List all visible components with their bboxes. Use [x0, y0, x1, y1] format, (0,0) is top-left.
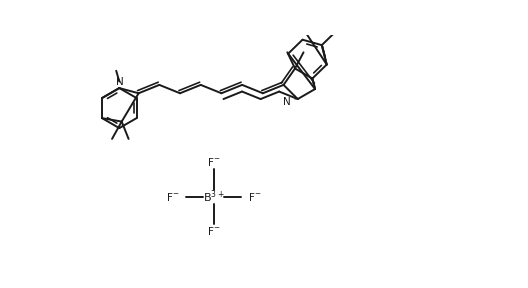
- Text: F$^{-}$: F$^{-}$: [166, 191, 179, 203]
- Text: N: N: [116, 77, 124, 86]
- Text: B$^{3+}$: B$^{3+}$: [203, 188, 224, 205]
- Text: N$^+$: N$^+$: [282, 94, 299, 107]
- Text: F$^{-}$: F$^{-}$: [248, 191, 262, 203]
- Text: F$^{-}$: F$^{-}$: [207, 225, 220, 237]
- Text: F$^{-}$: F$^{-}$: [207, 156, 220, 168]
